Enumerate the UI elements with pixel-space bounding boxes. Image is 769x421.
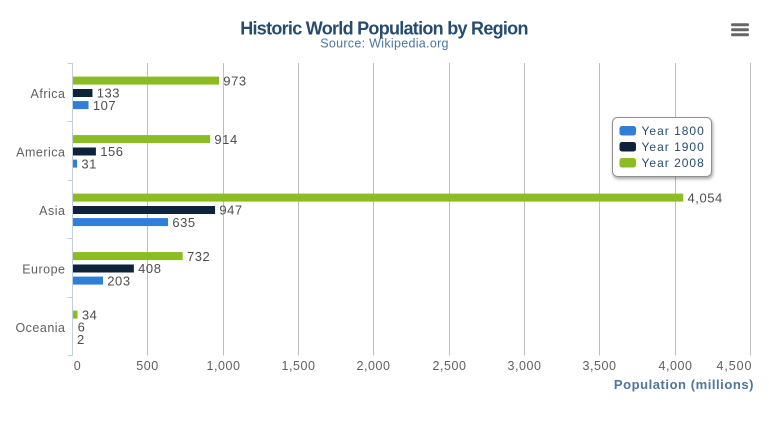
svg-text:408: 408 (138, 261, 161, 276)
svg-text:6: 6 (78, 320, 86, 335)
svg-text:34: 34 (82, 307, 98, 322)
svg-text:635: 635 (172, 215, 195, 230)
svg-text:732: 732 (187, 249, 210, 264)
svg-text:3,500: 3,500 (582, 359, 616, 373)
svg-text:500: 500 (136, 359, 159, 373)
svg-text:Oceania: Oceania (15, 321, 65, 335)
svg-text:Source: Wikipedia.org: Source: Wikipedia.org (320, 37, 449, 51)
svg-text:4,054: 4,054 (688, 190, 723, 205)
svg-text:947: 947 (219, 203, 242, 218)
svg-text:203: 203 (107, 273, 130, 288)
svg-text:Year 1800: Year 1800 (642, 124, 705, 138)
svg-text:Historic World Population by R: Historic World Population by Region (240, 18, 527, 38)
svg-text:2: 2 (77, 332, 85, 347)
svg-text:107: 107 (93, 98, 116, 113)
svg-text:Africa: Africa (31, 87, 66, 101)
svg-text:2,000: 2,000 (356, 359, 390, 373)
svg-text:America: America (16, 145, 65, 159)
svg-text:973: 973 (223, 73, 246, 88)
svg-text:0: 0 (74, 359, 82, 373)
svg-text:914: 914 (214, 132, 237, 147)
svg-text:4,500: 4,500 (717, 359, 753, 373)
svg-text:1,500: 1,500 (281, 359, 315, 373)
svg-text:31: 31 (81, 156, 97, 171)
svg-text:3,000: 3,000 (507, 359, 541, 373)
svg-text:Year 2008: Year 2008 (642, 156, 705, 170)
svg-text:156: 156 (100, 144, 123, 159)
svg-text:4,000: 4,000 (658, 359, 692, 373)
svg-text:Asia: Asia (39, 204, 65, 218)
svg-text:2,500: 2,500 (432, 359, 466, 373)
svg-text:Population (millions): Population (millions) (614, 377, 754, 392)
svg-text:133: 133 (97, 86, 120, 101)
svg-text:Europe: Europe (22, 262, 65, 276)
svg-text:Year 1900: Year 1900 (642, 140, 705, 154)
svg-text:1,000: 1,000 (206, 359, 240, 373)
